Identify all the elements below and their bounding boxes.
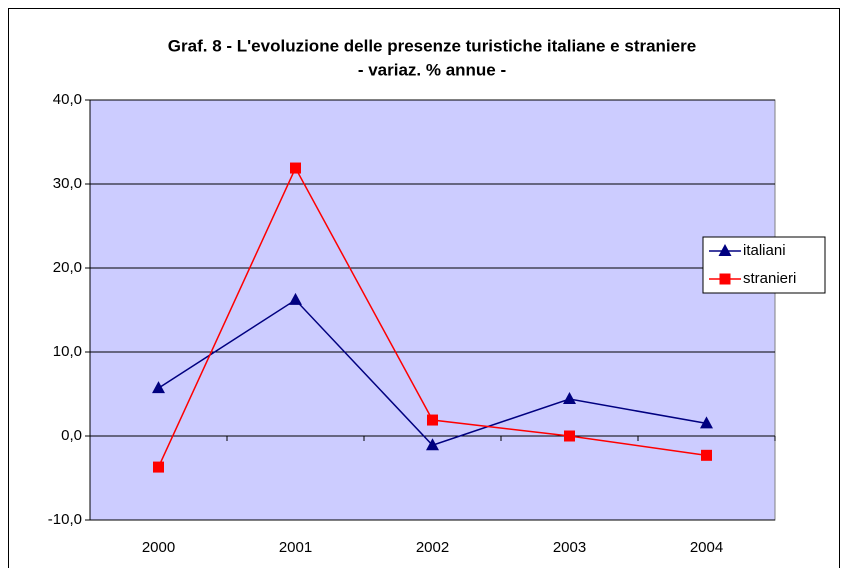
chart-subtitle: - variaz. % annue -	[358, 60, 506, 79]
y-tick-label: 20,0	[53, 259, 82, 276]
legend-marker	[718, 244, 732, 256]
legend-marker	[719, 273, 731, 285]
data-point	[290, 162, 301, 174]
x-tick-label: 2003	[553, 539, 586, 556]
y-tick-label: 40,0	[53, 91, 82, 108]
legend-label: stranieri	[743, 270, 796, 287]
data-point	[701, 449, 712, 461]
data-point	[563, 392, 576, 405]
x-tick-label: 2001	[279, 539, 312, 556]
data-point	[153, 461, 164, 473]
data-point	[152, 381, 165, 394]
data-point	[426, 438, 439, 451]
legend-label: italiani	[743, 242, 786, 259]
data-point	[427, 414, 438, 426]
data-point	[564, 430, 575, 442]
y-tick-label: 0,0	[61, 427, 82, 444]
data-point	[700, 416, 713, 429]
chart-title: Graf. 8 - L'evoluzione delle presenze tu…	[168, 36, 696, 55]
data-point	[289, 292, 302, 305]
x-tick-label: 2004	[690, 539, 723, 556]
x-tick-label: 2000	[142, 539, 175, 556]
y-tick-label: 30,0	[53, 175, 82, 192]
x-tick-label: 2002	[416, 539, 449, 556]
y-tick-label: -10,0	[48, 511, 82, 528]
y-tick-label: 10,0	[53, 343, 82, 360]
plot-area	[89, 99, 776, 521]
